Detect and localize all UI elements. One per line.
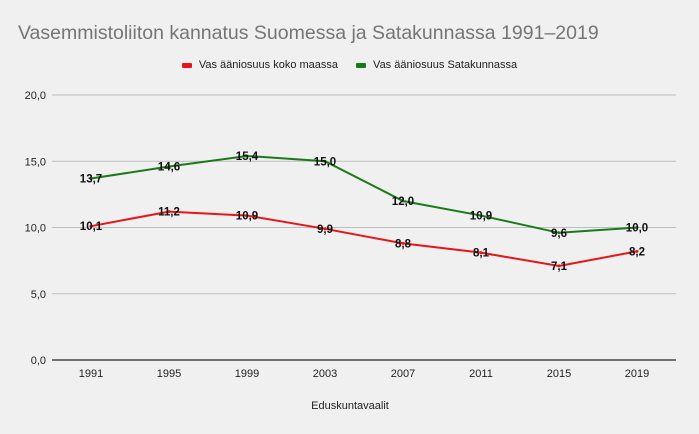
legend-swatch-green (356, 62, 367, 68)
chart-title: Vasemmistoliiton kannatus Suomessa ja Sa… (18, 22, 599, 44)
data-label: 10,9 (470, 211, 492, 223)
y-tick-label: 15,0 (25, 156, 46, 168)
data-label: 12,0 (392, 196, 414, 208)
legend-label: Vas ääniosuus koko maassa (198, 59, 339, 71)
data-label: 11,2 (158, 207, 180, 219)
series-line-koko-maassa (90, 210, 638, 267)
data-label: 15,4 (236, 151, 259, 163)
x-tick-label: 2011 (469, 368, 493, 380)
legend-item-satakunnassa[interactable]: Vas ääniosuus Satakunnassa (356, 59, 517, 71)
x-tick-label: 2015 (547, 368, 571, 380)
series-lines (89, 154, 639, 268)
data-label: 8,8 (395, 238, 412, 250)
y-tick-label: 20,0 (25, 90, 46, 102)
data-point (557, 231, 561, 235)
data-label: 13,7 (80, 173, 102, 185)
data-point (635, 226, 639, 229)
gridlines (52, 94, 676, 361)
x-tick-label: 2003 (313, 368, 337, 380)
y-tick-label: 10,0 (25, 223, 46, 235)
data-label: 8,2 (629, 246, 645, 258)
y-tick-label: 5,0 (31, 289, 46, 301)
legend: Vas ääniosuus koko maassa Vas ääniosuus … (0, 59, 699, 71)
data-point (245, 214, 249, 218)
data-label: 10,0 (626, 223, 648, 235)
x-tick-label: 1995 (157, 368, 181, 380)
data-point (479, 251, 483, 255)
data-label: 10,9 (236, 211, 258, 223)
data-label: 15,0 (314, 156, 336, 168)
data-point (635, 249, 639, 253)
data-point (167, 165, 171, 169)
x-tick-label: 1991 (79, 368, 103, 380)
x-axis-ticks: 1991 1995 1999 2003 2007 2011 2015 2019 (79, 368, 649, 380)
data-point (167, 210, 171, 214)
data-point (479, 214, 483, 218)
data-label: 7,1 (551, 261, 568, 273)
data-label: 9,9 (317, 224, 333, 236)
x-axis-title: Eduskuntavaalit (311, 400, 389, 412)
x-tick-label: 1999 (235, 368, 259, 380)
data-point (89, 224, 93, 228)
data-point (89, 176, 93, 180)
data-label: 10,1 (80, 221, 103, 233)
data-point (323, 159, 327, 163)
data-label: 14,6 (158, 162, 180, 174)
legend-swatch-red (181, 62, 192, 68)
series-line-satakunnassa (90, 154, 638, 234)
data-point (245, 154, 249, 158)
legend-item-koko-maassa[interactable]: Vas ääniosuus koko maassa (181, 59, 339, 71)
legend-label: Vas ääniosuus Satakunnassa (373, 59, 518, 71)
data-point (401, 241, 405, 245)
data-label: 8,1 (473, 248, 490, 260)
y-tick-label: 0,0 (31, 355, 46, 367)
data-point (401, 199, 405, 203)
data-point (323, 227, 327, 231)
data-point (557, 264, 561, 268)
y-axis-ticks: 0,0 5,0 10,0 15,0 20,0 (25, 90, 46, 367)
data-label: 9,6 (551, 228, 567, 240)
data-labels: 10,1 11,2 10,9 9,9 8,8 8,1 7,1 8,2 13,7 14,6 15,4 1… (80, 151, 648, 273)
x-tick-label: 2019 (625, 368, 649, 380)
x-tick-label: 2007 (391, 368, 415, 380)
